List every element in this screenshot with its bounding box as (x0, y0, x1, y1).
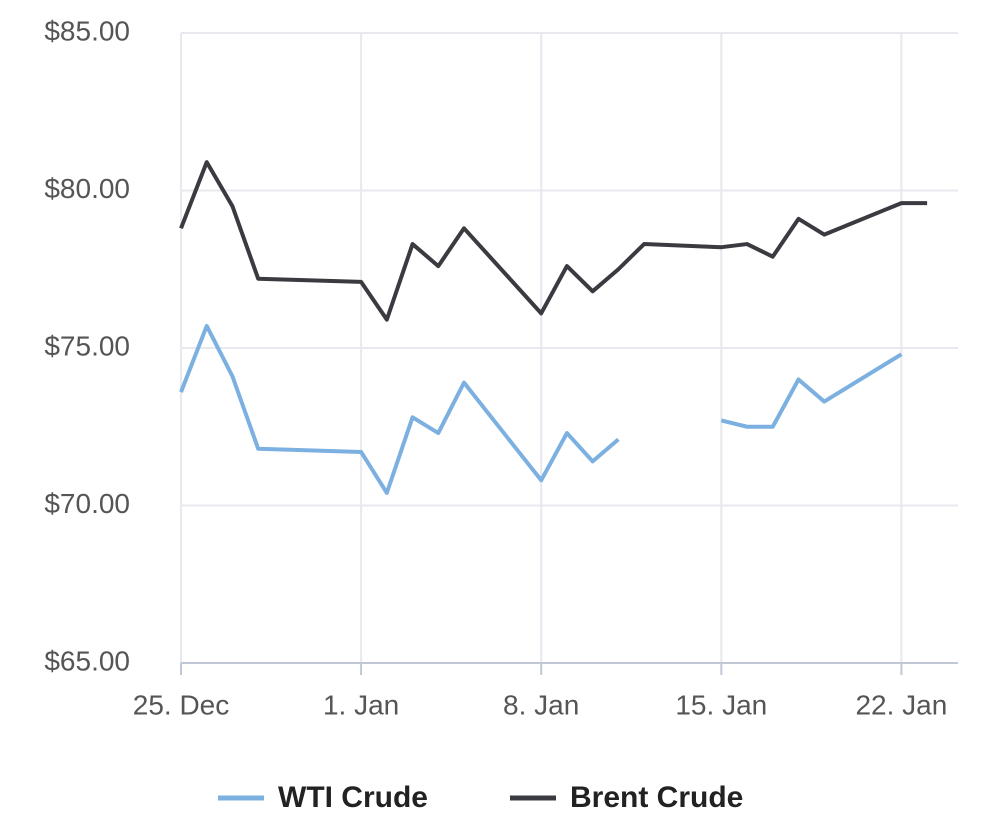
y-tick-label: $85.00 (44, 15, 130, 46)
x-tick-label: 8. Jan (503, 689, 579, 720)
legend-label: Brent Crude (570, 781, 743, 814)
line-series (181, 326, 953, 493)
legend-label: WTI Crude (278, 781, 428, 814)
line-series (179, 160, 928, 322)
y-tick-label: $75.00 (44, 330, 130, 361)
x-tick-label: 1. Jan (323, 689, 399, 720)
x-tick-label: 15. Jan (675, 689, 767, 720)
y-tick-label: $65.00 (44, 645, 130, 676)
x-tick-label: 22. Jan (855, 689, 947, 720)
y-tick-label: $80.00 (44, 173, 130, 204)
y-tick-label: $70.00 (44, 488, 130, 519)
x-tick-label: 25. Dec (133, 689, 230, 720)
legend: WTI Crude Brent Crude (218, 781, 743, 814)
